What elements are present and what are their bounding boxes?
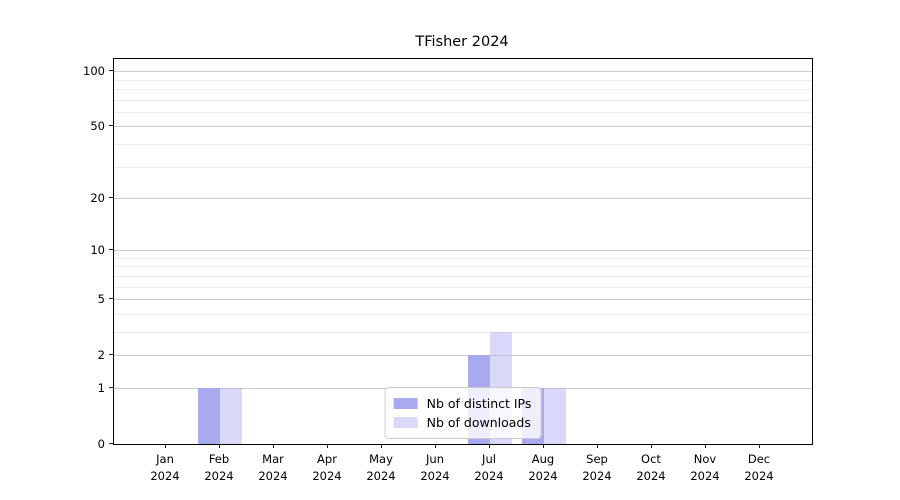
y-tick-label: 1 xyxy=(97,380,105,395)
x-tick-label: Nov 2024 xyxy=(690,452,720,483)
chart-title: TFisher 2024 xyxy=(415,34,509,50)
x-tick-mark xyxy=(219,444,220,448)
y-tick-mark xyxy=(109,70,113,72)
y-tick-mark xyxy=(109,249,113,251)
y-tick-label: 5 xyxy=(97,292,105,307)
y-tick-label: 0 xyxy=(97,437,105,451)
gridline-minor xyxy=(114,331,812,333)
y-tick-mark xyxy=(109,197,113,198)
gridline-minor xyxy=(114,313,812,315)
y-tick-label: 10 xyxy=(90,243,105,258)
x-tick-mark xyxy=(327,444,328,448)
legend-label-downloads: Nb of downloads xyxy=(426,415,531,430)
y-tick-mark xyxy=(109,386,113,388)
legend: Nb of distinct IPs Nb of downloads xyxy=(384,387,542,439)
gridline-minor xyxy=(114,88,812,90)
gridline-major xyxy=(114,355,812,357)
legend-label-distinct-ips: Nb of distinct IPs xyxy=(426,396,532,411)
x-tick-label: Feb 2024 xyxy=(204,452,234,483)
legend-item-distinct-ips: Nb of distinct IPs xyxy=(393,394,532,413)
gridline-minor xyxy=(114,79,812,81)
x-tick-label: Apr 2024 xyxy=(312,452,342,483)
y-tick-label: 100 xyxy=(83,64,105,79)
bar-distinct-ips xyxy=(198,388,220,444)
x-tick-mark xyxy=(759,444,760,448)
gridline-minor xyxy=(114,257,812,259)
y-tick-label: 2 xyxy=(97,348,105,363)
gridline-minor xyxy=(114,286,812,288)
y-tick-mark xyxy=(109,443,113,444)
x-tick-mark xyxy=(705,444,706,448)
gridline-minor xyxy=(114,99,812,101)
x-tick-mark xyxy=(543,444,544,448)
x-tick-mark xyxy=(381,444,382,448)
gridline-minor xyxy=(114,111,812,113)
gridline-minor xyxy=(114,266,812,268)
y-tick-mark xyxy=(109,354,113,356)
y-tick-label: 20 xyxy=(90,191,105,205)
x-tick-mark xyxy=(435,444,436,448)
x-tick-label: Jun 2024 xyxy=(420,452,450,483)
gridline-minor xyxy=(114,143,812,145)
y-tick-mark xyxy=(109,298,113,300)
legend-swatch-distinct-ips xyxy=(393,398,418,409)
y-tick-mark xyxy=(109,125,113,127)
x-tick-mark xyxy=(489,444,490,448)
x-tick-label: Mar 2024 xyxy=(258,452,288,483)
x-tick-mark xyxy=(273,444,274,448)
legend-item-downloads: Nb of downloads xyxy=(393,413,532,432)
plot-area: Nb of distinct IPs Nb of downloads xyxy=(113,58,813,445)
x-tick-label: Oct 2024 xyxy=(636,452,666,483)
bar-downloads xyxy=(220,388,242,444)
gridline-major xyxy=(114,250,812,252)
x-tick-mark xyxy=(165,444,166,448)
x-tick-label: Jul 2024 xyxy=(474,452,504,483)
x-tick-label: Sep 2024 xyxy=(582,452,612,483)
gridline-major xyxy=(114,299,812,301)
x-tick-label: May 2024 xyxy=(366,452,396,483)
bar-downloads xyxy=(544,388,566,444)
gridline-major xyxy=(114,126,812,128)
gridline-minor xyxy=(114,166,812,168)
x-tick-mark xyxy=(597,444,598,448)
x-tick-label: Jan 2024 xyxy=(150,452,180,483)
y-tick-label: 50 xyxy=(90,119,105,134)
x-tick-label: Aug 2024 xyxy=(528,452,558,483)
gridline-major xyxy=(114,71,812,73)
legend-swatch-downloads xyxy=(393,417,418,428)
x-tick-label: Dec 2024 xyxy=(744,452,774,483)
x-tick-mark xyxy=(651,444,652,448)
gridline-minor xyxy=(114,275,812,277)
gridline-major xyxy=(114,198,812,199)
